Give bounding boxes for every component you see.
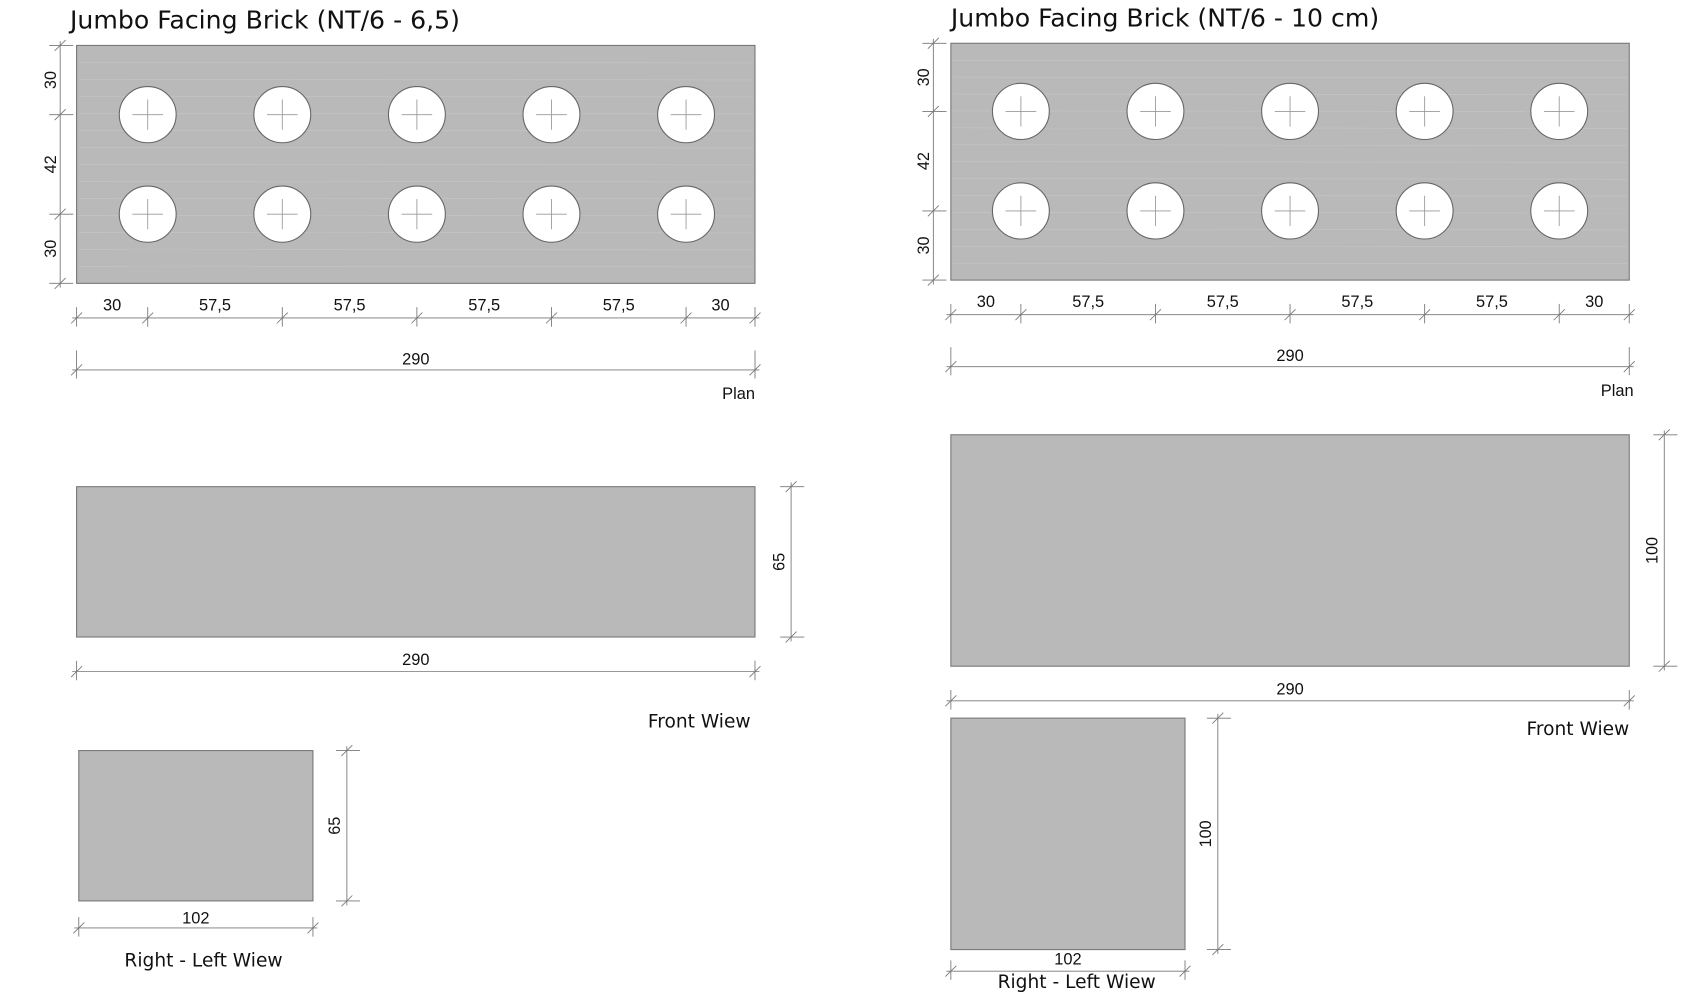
dim-text: 30: [915, 68, 933, 86]
view-label: Plan: [1601, 382, 1634, 400]
view-label: Right - Left Wiew: [998, 972, 1156, 993]
dim-text: 30: [42, 240, 60, 258]
hatch-line: [953, 76, 1628, 78]
dim-text: 290: [402, 651, 429, 669]
hatch-line: [953, 178, 1628, 180]
dim-text: 30: [915, 236, 933, 254]
hatch-line: [953, 144, 1628, 146]
dim-text: 57,5: [1207, 293, 1239, 311]
view-label: Front Wiew: [648, 712, 751, 733]
dim-text: 102: [182, 910, 209, 928]
brick-side: [78, 750, 314, 902]
view-label: Right - Left Wiew: [124, 951, 282, 972]
dim-text: 100: [1644, 537, 1662, 564]
dim-text: 57,5: [603, 296, 635, 314]
hatch-line: [78, 164, 753, 166]
dim-text: 290: [1276, 680, 1303, 698]
dim-text: 57,5: [334, 296, 366, 314]
dim-text: 42: [42, 155, 60, 173]
hatch-line: [78, 147, 753, 149]
brick-side: [950, 717, 1186, 951]
hatch-line: [953, 59, 1628, 62]
dim-text: 290: [1276, 347, 1303, 365]
hatch-line: [953, 262, 1628, 265]
dim-text: 65: [326, 817, 344, 835]
view-label: Front Wiew: [1527, 719, 1630, 740]
dim-text: 57,5: [1341, 293, 1373, 311]
dim-text: 100: [1197, 820, 1215, 847]
dim-text: 102: [1054, 951, 1081, 969]
hatch-line: [78, 181, 753, 183]
dim-text: 290: [402, 351, 429, 369]
dim-text: 30: [103, 296, 121, 314]
brick-front: [76, 486, 756, 638]
hatch-line: [953, 161, 1628, 163]
brick-front: [950, 434, 1630, 667]
dim-text: 42: [915, 152, 933, 170]
dim-text: 65: [770, 553, 788, 571]
dim-text: 30: [977, 293, 995, 311]
dim-text: 57,5: [1476, 293, 1508, 311]
panel-title: Jumbo Facing Brick (NT/6 - 6,5): [68, 6, 460, 35]
hatch-line: [953, 245, 1628, 248]
hatch-line: [78, 62, 753, 64]
dim-text: 30: [1585, 293, 1603, 311]
dim-text: 57,5: [468, 296, 500, 314]
hatch-line: [78, 249, 753, 251]
hatch-line: [78, 266, 753, 268]
dim-text: 57,5: [199, 296, 231, 314]
view-label: Plan: [722, 385, 755, 403]
panel-title: Jumbo Facing Brick (NT/6 - 10 cm): [949, 4, 1379, 33]
dim-text: 30: [711, 296, 729, 314]
dim-text: 57,5: [1072, 293, 1104, 311]
dim-text: 30: [42, 71, 60, 89]
hatch-line: [78, 79, 753, 81]
